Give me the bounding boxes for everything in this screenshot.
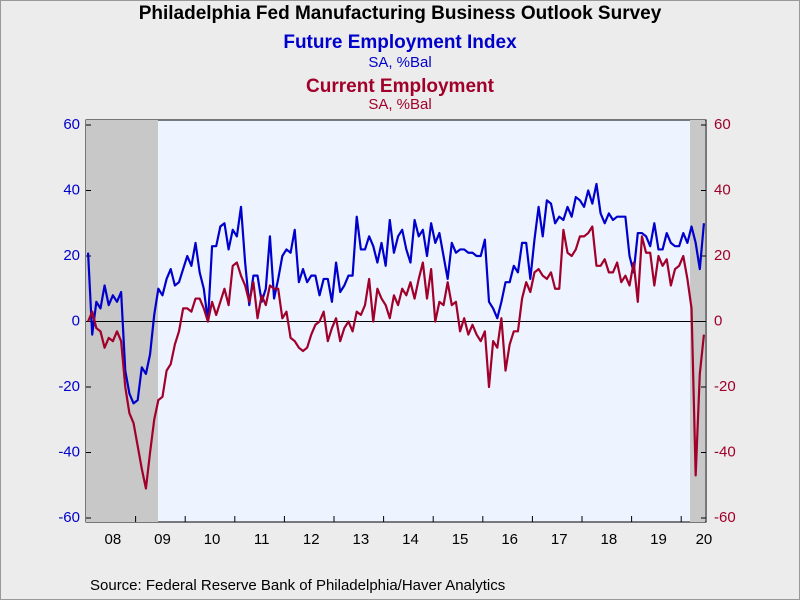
- series-unit: SA, %Bal: [368, 96, 431, 113]
- y2-tick-label: -60: [714, 509, 736, 526]
- x-tick-label: 15: [452, 531, 469, 548]
- series-title: Future Employment Index: [283, 32, 517, 53]
- source: Source: Federal Reserve Bank of Philadel…: [90, 577, 505, 594]
- x-tick-label: 20: [696, 531, 713, 548]
- y-tick-label: -20: [58, 378, 80, 395]
- x-tick-label: 11: [254, 531, 270, 548]
- y-tick-label: 20: [63, 247, 80, 264]
- x-tick-label: 17: [551, 531, 568, 548]
- y2-tick-label: 0: [714, 312, 722, 329]
- y2-tick-label: 20: [714, 247, 731, 264]
- chart-title: Philadelphia Fed Manufacturing Business …: [139, 3, 662, 24]
- series-unit: SA, %Bal: [368, 54, 431, 71]
- x-tick-label: 10: [204, 531, 221, 548]
- x-tick-label: 09: [154, 531, 171, 548]
- y-tick-label: -40: [58, 443, 80, 460]
- x-tick-label: 08: [105, 531, 122, 548]
- y-tick-label: 40: [63, 181, 80, 198]
- series-title: Current Employment: [306, 76, 495, 97]
- series-line: [86, 182, 706, 405]
- x-tick-label: 19: [650, 531, 667, 548]
- x-tick-label: 13: [353, 531, 370, 548]
- x-tick-label: 18: [601, 531, 618, 548]
- y-tick-label: 60: [63, 116, 80, 133]
- series-line: [87, 225, 706, 490]
- y2-tick-label: -40: [714, 443, 736, 460]
- x-tick-label: 16: [501, 531, 518, 548]
- y2-tick-label: 40: [714, 181, 731, 198]
- x-tick-label: 14: [402, 531, 419, 548]
- y2-tick-label: 60: [714, 116, 731, 133]
- y2-tick-label: -20: [714, 378, 736, 395]
- y-tick-label: -60: [58, 509, 80, 526]
- y-tick-label: 0: [72, 312, 80, 329]
- x-tick-label: 12: [303, 531, 320, 548]
